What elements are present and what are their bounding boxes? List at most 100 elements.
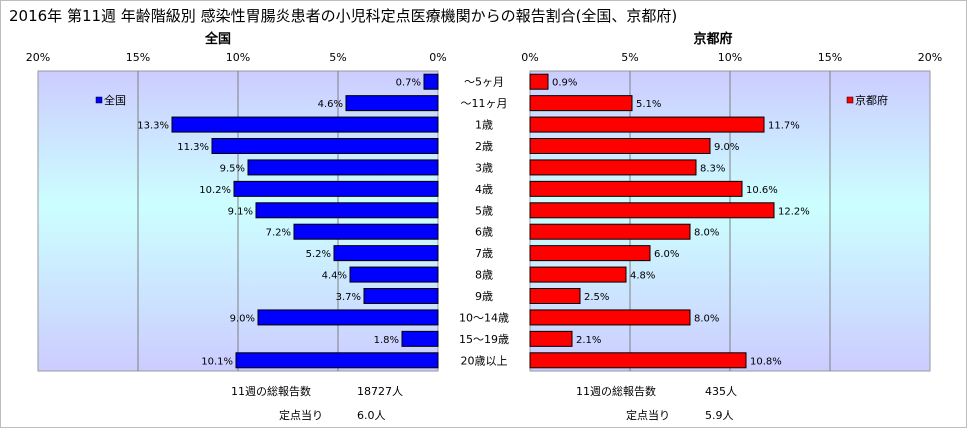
left-bars: 0.7% 4.6% 13.3% 11.3% 9.5% 10.2% 9.1% 7.2% 5.2% 4… bbox=[137, 73, 439, 369]
left-total-value: 18727人 bbox=[357, 385, 403, 398]
right-bar bbox=[529, 223, 691, 240]
right-data-label: 11.7% bbox=[768, 121, 800, 132]
left-bar bbox=[255, 202, 439, 219]
left-bar bbox=[235, 352, 439, 369]
right-data-label: 2.5% bbox=[584, 292, 609, 303]
left-bar bbox=[363, 288, 439, 304]
left-data-label: 3.7% bbox=[336, 292, 361, 303]
right-legend-label: 京都府 bbox=[855, 93, 888, 107]
left-data-label: 9.5% bbox=[220, 163, 245, 174]
right-bar bbox=[529, 330, 573, 347]
left-data-label: 10.1% bbox=[201, 356, 233, 367]
left-bar bbox=[401, 330, 439, 347]
left-tick-label: 20% bbox=[26, 51, 50, 64]
category-label: 5歳 bbox=[475, 204, 493, 217]
category-label: 8歳 bbox=[475, 269, 493, 282]
right-data-label: 12.2% bbox=[778, 206, 810, 217]
right-legend-swatch bbox=[846, 96, 854, 104]
category-label: 4歳 bbox=[475, 183, 493, 196]
category-label: 3歳 bbox=[475, 161, 493, 174]
category-label: 20歳以上 bbox=[461, 354, 508, 367]
category-label: 10～14歳 bbox=[459, 311, 509, 324]
left-bar bbox=[423, 73, 439, 90]
left-data-label: 9.0% bbox=[230, 313, 255, 324]
left-per-label: 定点当り bbox=[279, 408, 323, 422]
left-data-label: 5.2% bbox=[306, 249, 331, 260]
left-data-label: 11.3% bbox=[177, 142, 209, 153]
left-data-label: 4.4% bbox=[322, 271, 347, 282]
left-bar bbox=[257, 309, 439, 326]
left-summary: 11週の総報告数 18727人 定点当り 6.0人 bbox=[231, 384, 403, 422]
right-panel-title: 京都府 bbox=[693, 31, 732, 47]
left-tick-label: 0% bbox=[429, 51, 446, 64]
left-bar bbox=[211, 138, 439, 154]
right-tick-label: 15% bbox=[818, 51, 842, 64]
left-data-label: 7.2% bbox=[266, 228, 291, 239]
right-data-label: 2.1% bbox=[576, 335, 601, 346]
left-data-label: 4.6% bbox=[318, 99, 343, 110]
left-data-label: 0.7% bbox=[396, 78, 421, 89]
right-bar bbox=[529, 309, 691, 326]
right-bar bbox=[529, 138, 711, 154]
right-data-label: 5.1% bbox=[636, 99, 661, 110]
right-bar bbox=[529, 95, 633, 112]
left-bar bbox=[233, 180, 439, 197]
left-tick-labels: 20% 15% 10% 5% 0% bbox=[26, 51, 447, 64]
right-summary: 11週の総報告数 435人 定点当り 5.9人 bbox=[576, 384, 737, 422]
right-data-label: 9.0% bbox=[714, 142, 739, 153]
right-bar bbox=[529, 202, 775, 219]
right-total-value: 435人 bbox=[705, 385, 737, 398]
left-panel-title: 全国 bbox=[204, 31, 231, 47]
left-bar bbox=[293, 223, 439, 240]
left-bar bbox=[345, 95, 439, 112]
category-label: 6歳 bbox=[475, 226, 493, 239]
category-label: 2歳 bbox=[475, 140, 493, 153]
right-total-label: 11週の総報告数 bbox=[576, 384, 656, 398]
right-data-label: 8.0% bbox=[694, 313, 719, 324]
right-tick-label: 0% bbox=[521, 51, 538, 64]
category-labels: ～5ヶ月 ～11ヶ月 1歳 2歳 3歳 4歳 5歳 6歳 7歳 8歳 9歳 10～14歳 15～19歳 2… bbox=[459, 76, 509, 368]
left-tick-label: 10% bbox=[226, 51, 250, 64]
left-data-label: 1.8% bbox=[374, 335, 399, 346]
left-data-label: 10.2% bbox=[199, 185, 231, 196]
category-label: ～11ヶ月 bbox=[461, 97, 508, 110]
chart-title: 2016年 第11週 年齢階級別 感染性胃腸炎患者の小児科定点医療機関からの報告… bbox=[9, 7, 677, 25]
right-legend: 京都府 bbox=[846, 93, 888, 107]
right-bar bbox=[529, 245, 651, 262]
right-bar bbox=[529, 159, 697, 176]
left-tick-label: 15% bbox=[126, 51, 150, 64]
left-bar bbox=[349, 266, 439, 283]
left-bar bbox=[171, 116, 439, 133]
right-tick-label: 5% bbox=[621, 51, 638, 64]
category-label: 1歳 bbox=[475, 119, 493, 132]
category-label: 7歳 bbox=[475, 247, 493, 260]
left-panel: 全国 20% 15% 10% 5% 0% 0.7% 4.6% 13.3% 11.3% 9.5% 1… bbox=[26, 31, 447, 372]
right-data-label: 4.8% bbox=[630, 271, 655, 282]
right-bar bbox=[529, 116, 765, 133]
right-bar bbox=[529, 352, 747, 369]
left-data-label: 9.1% bbox=[228, 206, 253, 217]
right-bar bbox=[529, 73, 549, 90]
right-bar bbox=[529, 266, 627, 283]
right-tick-labels: 0% 5% 10% 15% 20% bbox=[521, 51, 942, 64]
right-panel: 京都府 0% 5% 10% 15% 20% 0.9% 5.1% 11.7% 9.0% 8.3% 1… bbox=[521, 31, 942, 372]
left-tick-label: 5% bbox=[329, 51, 346, 64]
left-bar bbox=[333, 245, 439, 262]
right-data-label: 10.8% bbox=[750, 356, 782, 367]
category-label: 15～19歳 bbox=[459, 333, 509, 346]
category-label: 9歳 bbox=[475, 290, 493, 303]
right-tick-label: 10% bbox=[718, 51, 742, 64]
left-data-label: 13.3% bbox=[137, 121, 169, 132]
left-bar bbox=[247, 159, 439, 176]
right-data-label: 8.0% bbox=[694, 228, 719, 239]
right-data-label: 8.3% bbox=[700, 163, 725, 174]
right-bars: 0.9% 5.1% 11.7% 9.0% 8.3% 10.6%12.2% 8.0% 6.0% 4… bbox=[529, 73, 810, 369]
right-per-label: 定点当り bbox=[626, 408, 670, 422]
right-data-label: 6.0% bbox=[654, 249, 679, 260]
right-data-label: 10.6% bbox=[746, 185, 778, 196]
left-legend-swatch bbox=[95, 96, 103, 104]
left-legend-label: 全国 bbox=[104, 93, 126, 107]
right-bar bbox=[529, 180, 743, 197]
